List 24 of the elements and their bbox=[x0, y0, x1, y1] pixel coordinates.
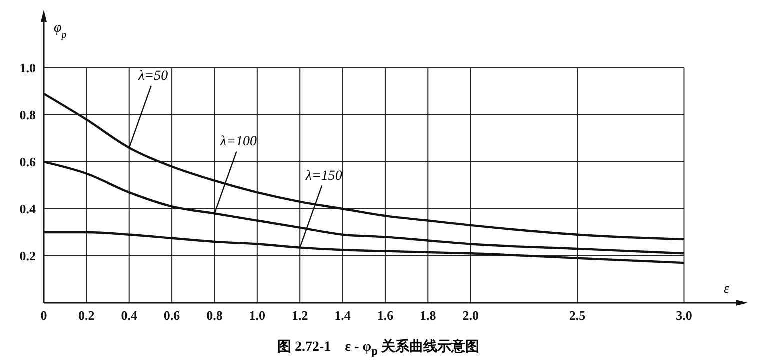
x-tick-label: 0.8 bbox=[206, 308, 224, 324]
text: λ=150 bbox=[304, 168, 342, 184]
x-tick-label: 3.0 bbox=[676, 308, 692, 324]
x-tick-label: 1.2 bbox=[292, 308, 308, 324]
y-tick-label: 0.2 bbox=[20, 248, 36, 264]
x-tick-label: 1.0 bbox=[249, 308, 266, 324]
y-tick-label: 0.8 bbox=[20, 108, 36, 123]
x-tick-label: 0.4 bbox=[121, 308, 138, 324]
x-tick-label: 2.0 bbox=[462, 308, 479, 324]
x-tick-label: 0.6 bbox=[164, 308, 181, 324]
x-tick-label: 1.4 bbox=[334, 308, 352, 324]
y-tick-label: 1.0 bbox=[20, 60, 36, 76]
x-tick-label: 0 bbox=[40, 308, 48, 324]
y-axis-title: φ$_{p}$ bbox=[54, 21, 67, 40]
x-tick-label: 1.6 bbox=[377, 308, 394, 324]
text: 图 2.72-1 ε - φ$_{p}$ 关系曲线示意图 bbox=[276, 338, 481, 358]
text: λ=50 bbox=[138, 68, 168, 84]
y-tick-label: 0.4 bbox=[20, 202, 36, 217]
text: λ=100 bbox=[219, 134, 257, 150]
x-tick-label: 0.2 bbox=[78, 308, 95, 324]
x-tick-label: 2.5 bbox=[569, 308, 586, 324]
y-tick-label: 0.6 bbox=[20, 154, 36, 170]
x-tick-label: 1.8 bbox=[420, 308, 437, 324]
x-axis-title: ε bbox=[724, 282, 730, 297]
